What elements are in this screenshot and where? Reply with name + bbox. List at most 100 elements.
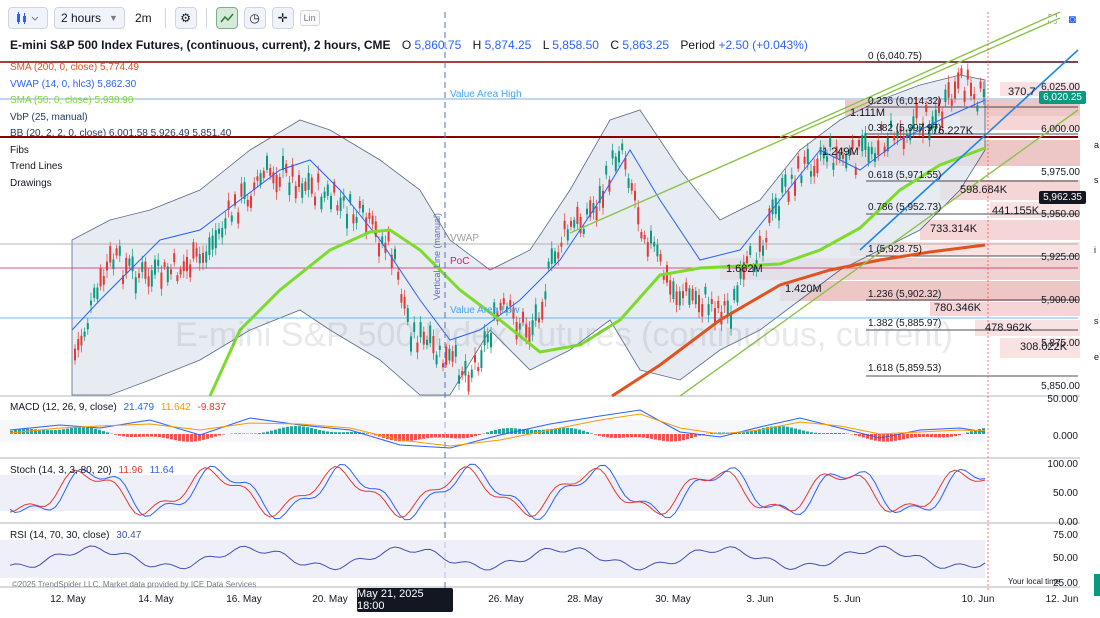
macd-bar — [718, 432, 721, 434]
legend-fibs[interactable]: Fibs — [10, 144, 29, 156]
macd-bar — [138, 434, 141, 437]
price-tick: 5,850.00 — [1041, 381, 1080, 392]
candle-body — [358, 200, 361, 209]
candle-body — [982, 89, 985, 97]
value-area-low-label: Value Area Low — [450, 305, 520, 316]
candle-body — [931, 116, 934, 129]
vwap-series — [71, 99, 986, 341]
macd-bar — [870, 434, 873, 440]
candle-body — [643, 234, 646, 240]
interval-button[interactable]: 2m — [134, 11, 152, 25]
candle-body — [803, 156, 806, 164]
macd-bar — [498, 428, 501, 434]
macd-bar — [802, 430, 805, 434]
candle-body — [278, 177, 281, 187]
candle-body — [691, 288, 694, 301]
legend-bb[interactable]: BB (20, 2, 2, 0, close) 6,001.58 5,926.4… — [10, 128, 232, 139]
candle-body — [912, 116, 915, 130]
candle-body — [938, 99, 940, 113]
candle-body — [678, 291, 681, 306]
macd-bar — [302, 426, 305, 434]
candle-body — [918, 126, 921, 133]
fullscreen-icon[interactable]: ⛶ — [1048, 12, 1057, 26]
macd-bar — [150, 434, 153, 437]
legend-drawings[interactable]: Drawings — [10, 177, 52, 189]
timeframe-dropdown[interactable]: 2 hours ▼ — [54, 7, 125, 29]
macd-bar — [158, 434, 161, 438]
macd-bar — [690, 434, 693, 439]
price-tick: 6,025.00 — [1041, 82, 1080, 93]
candle-body — [234, 194, 236, 206]
fib-label-0: 0 (6,040.75) — [868, 51, 922, 62]
macd-bar — [466, 434, 469, 438]
macd-bar — [418, 434, 421, 440]
clock-icon[interactable]: ◷ — [243, 7, 266, 29]
candle-body — [928, 126, 931, 140]
macd-bar — [658, 434, 661, 441]
candle-body — [973, 94, 976, 100]
macd-bar — [182, 434, 185, 442]
candle-body — [592, 203, 595, 213]
macd-bar — [282, 427, 285, 434]
macd-bar — [414, 434, 417, 441]
candle-body — [454, 344, 457, 357]
trend-tool-icon[interactable] — [215, 7, 238, 29]
candle-body — [835, 146, 838, 159]
crosshair-icon[interactable]: ✛ — [271, 7, 294, 29]
candle-body — [291, 164, 294, 177]
stoch-legend[interactable]: Stoch (14, 3, 3, 80, 20) 11.96 11.64 — [10, 465, 174, 476]
close-value: 5,863.25 — [622, 38, 670, 52]
legend-vbp[interactable]: VbP (25, manual) — [10, 111, 88, 123]
candles-icon — [17, 12, 39, 24]
macd-bar — [574, 428, 577, 434]
candle-body — [963, 90, 966, 103]
macd-bar — [794, 428, 797, 434]
candle-body — [624, 157, 627, 170]
candle-body — [694, 290, 697, 305]
candle-body — [838, 153, 841, 160]
stoch-value-1: 11.96 — [118, 465, 143, 476]
scale-lin-button[interactable]: Lin — [299, 10, 320, 26]
macd-bar — [974, 430, 977, 434]
candle-body — [163, 262, 166, 267]
macd-bar — [330, 431, 333, 434]
macd-bar — [966, 432, 969, 434]
macd-bar — [834, 432, 837, 434]
chart-type-dropdown[interactable] — [8, 7, 48, 29]
legend-vwap[interactable]: VWAP (14, 0, hlc3) 5,862.30 — [10, 78, 137, 90]
rsi-line — [9, 545, 986, 571]
candle-body — [525, 324, 528, 338]
candle-body — [710, 299, 713, 304]
fib-label-1382: 1.382 (5,885.97) — [868, 318, 942, 329]
macd-bar — [126, 434, 129, 437]
legend-sma200[interactable]: SMA (200, 0, close) 5,774.49 — [10, 62, 139, 73]
macd-value-2: 11.642 — [160, 402, 191, 413]
candle-body — [352, 214, 355, 224]
candle-body — [925, 104, 928, 112]
macd-legend[interactable]: MACD (12, 26, 9, close) 21.479 11.642 -9… — [10, 402, 226, 413]
macd-bar — [318, 429, 321, 434]
candle-body — [80, 335, 83, 346]
crosshair-date-tag: May 21, 2025 18:00 — [357, 588, 453, 612]
candle-body — [669, 280, 672, 295]
settings-icon[interactable]: ⚙ — [174, 7, 197, 29]
date-tick: 16. May — [226, 594, 262, 605]
legend-trend-lines[interactable]: Trend Lines — [10, 161, 63, 172]
macd-bar — [442, 434, 445, 438]
vbp-label: 1.682M — [726, 263, 763, 275]
high-label: H — [472, 38, 482, 52]
right-edge-text: i — [1094, 245, 1096, 255]
candle-body — [378, 243, 380, 257]
candle-body — [186, 256, 188, 272]
legend-sma50[interactable]: SMA (50, 0, close) 5,938.90 — [10, 95, 134, 106]
rsi-legend[interactable]: RSI (14, 70, 30, close) 30.47 — [10, 530, 141, 541]
macd-bar — [98, 429, 101, 434]
camera-icon[interactable]: ◙ — [1068, 12, 1076, 26]
macd-bar — [170, 434, 173, 440]
macd-bar — [858, 434, 861, 437]
vbp-label: 370.7 — [1008, 86, 1036, 98]
stoch-d-line — [9, 465, 986, 519]
candle-body — [630, 183, 633, 191]
